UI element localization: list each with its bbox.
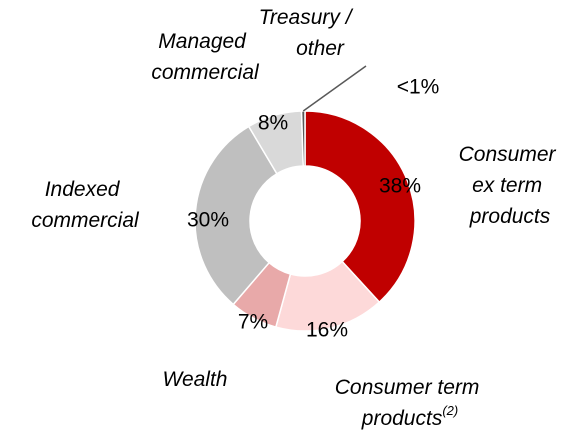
value-label: 30% — [187, 209, 229, 232]
category-label: Indexed commercial — [31, 178, 140, 232]
category-label: Managed commercial — [151, 30, 260, 84]
value-label: <1% — [397, 76, 440, 99]
category-label: Treasury / other — [259, 6, 358, 60]
category-label: Consumer ex term products — [459, 143, 562, 228]
category-label: Wealth — [163, 368, 228, 391]
donut-segment — [300, 110, 306, 167]
value-label: 16% — [306, 319, 348, 342]
donut-segment — [304, 110, 416, 304]
category-label: Consumer term products(2) — [335, 376, 486, 430]
category-note: (2) — [442, 403, 458, 418]
value-label: 7% — [238, 311, 268, 334]
donut-segment — [194, 125, 278, 306]
value-label: 38% — [379, 175, 421, 198]
leader-line — [302, 65, 367, 112]
value-label: 8% — [258, 112, 288, 135]
